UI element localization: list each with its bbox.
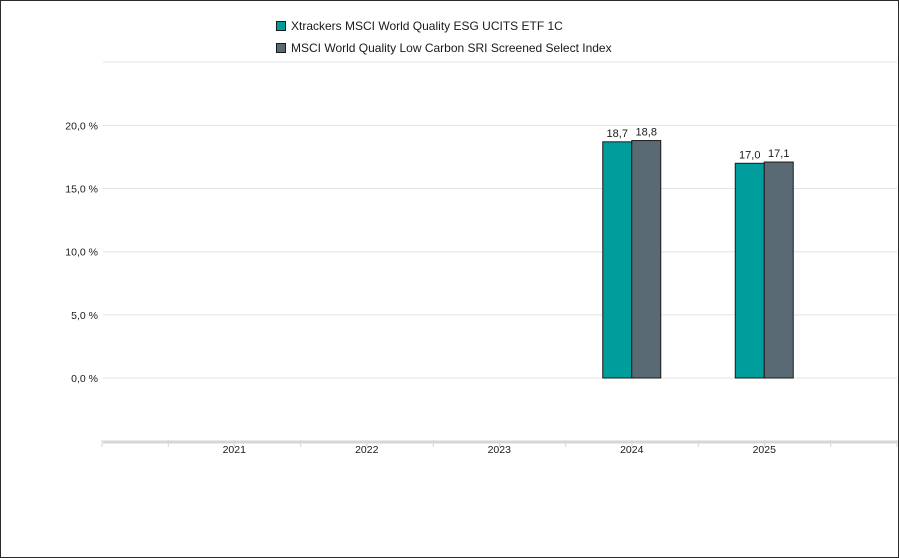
bar [631,140,662,379]
y-tick-label: 10,0 % [65,247,98,259]
legend-label-fund: Xtrackers MSCI World Quality ESG UCITS E… [291,19,563,33]
legend: Xtrackers MSCI World Quality ESG UCITS E… [276,15,612,59]
data-label: 17,1 [768,148,789,160]
y-tick-label: 5,0 % [71,310,98,322]
x-tick-label: 2025 [753,444,777,456]
x-tick-label: 2022 [355,444,379,456]
x-tick-label: 2021 [223,444,247,456]
y-tick-label: 0,0 % [71,373,98,385]
y-tick-label: 20,0 % [65,120,98,132]
legend-label-index: MSCI World Quality Low Carbon SRI Screen… [291,41,612,55]
legend-swatch-index [276,43,286,53]
x-tick-label: 2024 [620,444,644,456]
y-tick-label: 15,0 % [65,184,98,196]
bar [763,161,794,379]
legend-swatch-fund [276,21,286,31]
legend-item-index[interactable]: MSCI World Quality Low Carbon SRI Screen… [276,37,612,59]
bar [602,141,633,379]
legend-item-fund[interactable]: Xtrackers MSCI World Quality ESG UCITS E… [276,15,612,37]
data-label: 17,0 [739,149,760,161]
data-label: 18,8 [636,127,657,139]
data-label: 18,7 [607,128,628,140]
bar [734,162,765,379]
x-tick-label: 2023 [488,444,512,456]
